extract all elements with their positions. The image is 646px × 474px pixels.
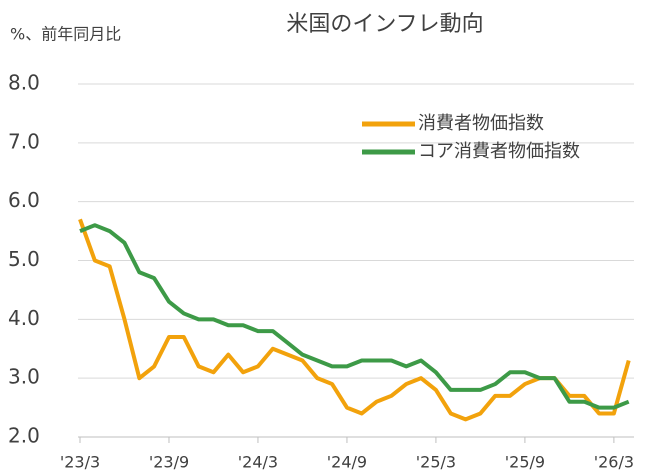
chart-title: 米国のインフレ動向 xyxy=(286,12,483,37)
y-tick-label: 7.0 xyxy=(8,129,40,153)
x-tick-label: '25/9 xyxy=(505,453,545,472)
y-tick-label: 6.0 xyxy=(8,188,40,212)
legend-label: 消費者物価指数 xyxy=(418,113,544,134)
y-tick-label: 2.0 xyxy=(8,424,40,448)
x-tick-label: '23/3 xyxy=(60,453,100,472)
x-tick-label: '24/9 xyxy=(327,453,367,472)
y-tick-label: 5.0 xyxy=(8,247,40,271)
x-tick-label: '23/9 xyxy=(149,453,189,472)
x-tick-label: '25/3 xyxy=(416,453,456,472)
x-tick-label: '24/3 xyxy=(238,453,278,472)
x-tick-label: '26/3 xyxy=(594,453,634,472)
series-line xyxy=(79,223,630,410)
y-tick-label: 4.0 xyxy=(8,306,40,330)
y-tick-label: 8.0 xyxy=(8,71,40,95)
y-axis-label: %、前年同月比 xyxy=(10,25,121,44)
y-tick-label: 3.0 xyxy=(8,365,40,389)
legend-label: コア消費者物価指数 xyxy=(418,141,580,162)
